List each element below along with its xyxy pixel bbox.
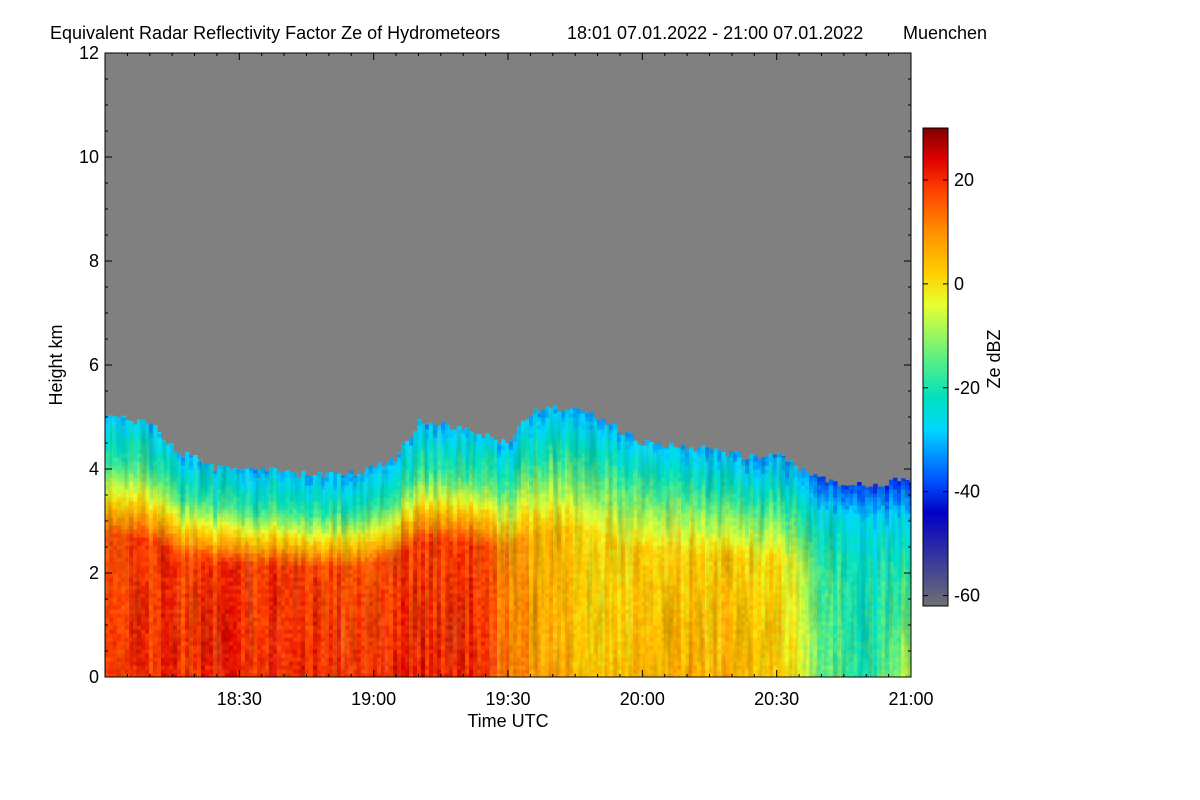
- chart-location: Muenchen: [903, 23, 987, 43]
- chart-time-range: 18:01 07.01.2022 - 21:00 07.01.2022: [567, 23, 863, 43]
- chart-title: Equivalent Radar Reflectivity Factor Ze …: [50, 23, 500, 43]
- plot-area: [104, 52, 912, 678]
